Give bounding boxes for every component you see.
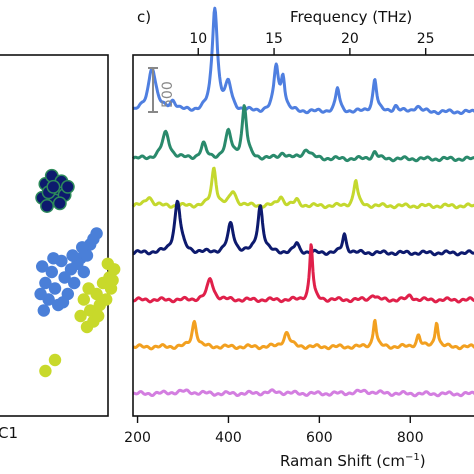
panel-label: c)	[137, 8, 151, 26]
x-axis-label-superscript: −1	[405, 452, 420, 463]
top-tick-label: 15	[265, 31, 283, 47]
spectrum-line	[132, 388, 474, 398]
spectrum-line	[132, 199, 474, 257]
spectrum-line	[132, 318, 474, 351]
raman-spectra-panel: c) Frequency (THz) 200 400 600 800 10 15 20 25…	[124, 6, 474, 470]
scatter-point	[87, 232, 100, 246]
intensity-scale-bar: 500	[148, 67, 176, 113]
bottom-tick-label: 600	[306, 430, 333, 446]
spectra-lines	[131, 6, 474, 398]
scatter-point	[77, 293, 91, 306]
scatter-point	[82, 282, 95, 295]
scatter-point	[39, 364, 52, 378]
bottom-axis-ticks: 200 400 600 800	[124, 416, 424, 446]
scatter-point	[56, 296, 70, 309]
x-axis-label-main: Raman Shift (cm	[280, 452, 405, 470]
scatter-point	[106, 274, 119, 287]
scatter-point	[46, 179, 61, 194]
scatter-point	[100, 293, 113, 306]
scatter-point	[76, 241, 89, 254]
scatter-point	[101, 257, 115, 270]
bottom-tick-label: 800	[397, 430, 424, 446]
scatter-point	[48, 353, 62, 367]
scale-bar-label: 500	[160, 81, 176, 108]
scatter-point	[37, 304, 50, 317]
pca-x-label: C1	[0, 424, 18, 442]
spectrum-line	[131, 104, 474, 163]
spectrum-line	[131, 166, 474, 210]
spectrum-line	[132, 6, 474, 116]
bottom-tick-label: 400	[215, 430, 242, 446]
scatter-point	[40, 199, 54, 213]
spectrum-line	[132, 243, 474, 304]
pca-scatter-frame	[0, 54, 109, 417]
scatter-points	[34, 168, 121, 378]
bottom-tick-label: 200	[124, 430, 151, 446]
top-tick-label: 10	[189, 31, 207, 47]
x-axis-label-end: )	[420, 452, 426, 470]
x-axis-label: Raman Shift (cm−1)	[280, 452, 426, 470]
scatter-point	[74, 309, 87, 323]
pca-scatter-panel: C1	[0, 54, 121, 442]
scatter-point	[68, 276, 81, 290]
scatter-point	[92, 309, 105, 323]
top-axis-label: Frequency (THz)	[290, 8, 412, 26]
top-tick-label: 25	[417, 31, 435, 47]
scatter-point	[39, 276, 52, 290]
top-tick-label: 20	[341, 31, 359, 47]
scatter-point	[36, 260, 49, 273]
scatter-point	[58, 271, 71, 284]
scatter-point	[52, 196, 67, 211]
scatter-point	[45, 265, 58, 279]
scatter-point	[34, 287, 47, 301]
scatter-point	[47, 252, 60, 265]
scatter-point	[66, 249, 79, 262]
top-axis-ticks: 10 15 20 25	[189, 31, 435, 55]
scatter-point	[48, 282, 62, 295]
scatter-point	[60, 179, 75, 194]
spectra-frame	[132, 54, 474, 417]
